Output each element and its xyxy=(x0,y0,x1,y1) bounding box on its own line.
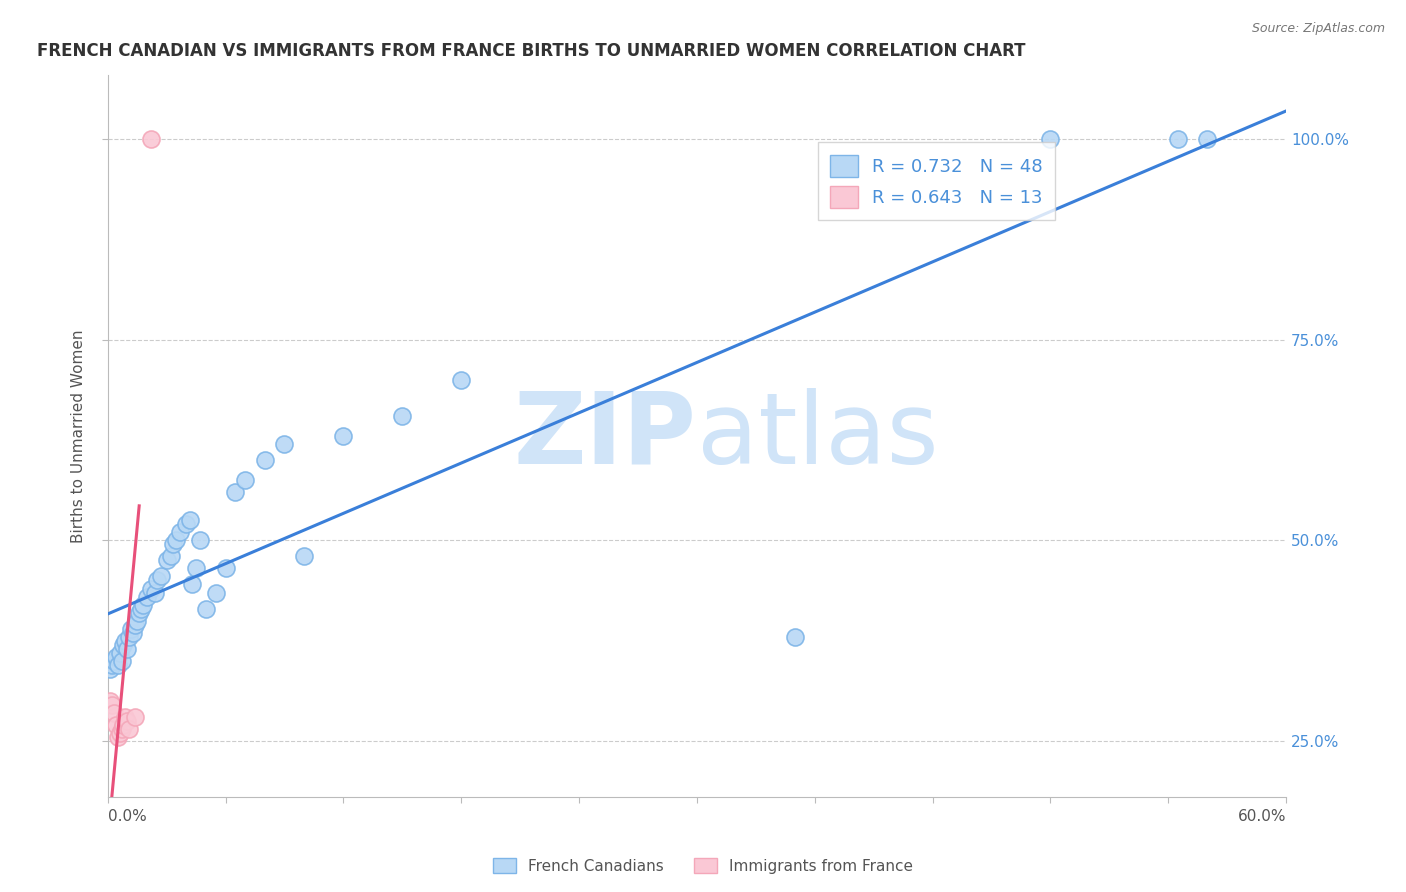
Point xyxy=(188,533,211,548)
Point xyxy=(114,710,136,724)
Point xyxy=(783,630,806,644)
Point xyxy=(118,630,141,644)
Text: FRENCH CANADIAN VS IMMIGRANTS FROM FRANCE BIRTHS TO UNMARRIED WOMEN CORRELATION : FRENCH CANADIAN VS IMMIGRANTS FROM FRANC… xyxy=(37,42,1025,60)
Point xyxy=(233,473,256,487)
Point xyxy=(136,590,159,604)
Point xyxy=(181,577,204,591)
Point xyxy=(143,585,166,599)
Point xyxy=(391,409,413,423)
Point xyxy=(132,598,155,612)
Point xyxy=(114,633,136,648)
Point xyxy=(98,694,121,708)
Point xyxy=(214,561,236,575)
Point xyxy=(204,585,226,599)
Point xyxy=(112,718,135,732)
Point xyxy=(146,574,169,588)
Point xyxy=(179,513,201,527)
Y-axis label: Births to Unmarried Women: Births to Unmarried Women xyxy=(72,329,86,543)
Point xyxy=(104,718,127,732)
Legend: French Canadians, Immigrants from France: French Canadians, Immigrants from France xyxy=(486,852,920,880)
Point xyxy=(110,722,132,736)
Point xyxy=(127,614,149,628)
Point xyxy=(124,710,146,724)
Text: atlas: atlas xyxy=(697,388,938,484)
Point xyxy=(176,517,198,532)
Point xyxy=(149,569,172,583)
Point xyxy=(139,132,162,146)
Point xyxy=(273,437,295,451)
Point xyxy=(107,657,129,672)
Point xyxy=(108,726,131,740)
Point xyxy=(98,662,121,676)
Point xyxy=(118,722,141,736)
Point xyxy=(224,485,246,500)
Point xyxy=(159,549,181,564)
Point xyxy=(120,622,142,636)
Point xyxy=(332,429,354,443)
Point xyxy=(112,638,135,652)
Point xyxy=(122,625,145,640)
Point xyxy=(166,533,188,548)
Point xyxy=(1197,132,1219,146)
Point xyxy=(100,657,122,672)
Point xyxy=(108,646,131,660)
Text: Source: ZipAtlas.com: Source: ZipAtlas.com xyxy=(1251,22,1385,36)
Point xyxy=(104,649,127,664)
Point xyxy=(117,714,139,728)
Point xyxy=(194,601,217,615)
Point xyxy=(128,606,150,620)
Point xyxy=(100,698,122,712)
Point xyxy=(110,654,132,668)
Point xyxy=(184,561,207,575)
Point xyxy=(129,601,152,615)
Point xyxy=(103,654,125,668)
Legend: R = 0.732   N = 48, R = 0.643   N = 13: R = 0.732 N = 48, R = 0.643 N = 13 xyxy=(818,142,1056,220)
Point xyxy=(162,537,184,551)
Point xyxy=(117,641,139,656)
Text: ZIP: ZIP xyxy=(515,388,697,484)
Point xyxy=(1039,132,1062,146)
Point xyxy=(156,553,179,567)
Point xyxy=(169,525,191,540)
Point xyxy=(450,373,472,387)
Point xyxy=(292,549,315,564)
Point xyxy=(103,706,125,720)
Point xyxy=(1167,132,1189,146)
Text: 0.0%: 0.0% xyxy=(108,809,146,824)
Point xyxy=(253,453,276,467)
Text: 60.0%: 60.0% xyxy=(1237,809,1286,824)
Point xyxy=(139,582,162,596)
Point xyxy=(107,730,129,744)
Point xyxy=(124,617,146,632)
